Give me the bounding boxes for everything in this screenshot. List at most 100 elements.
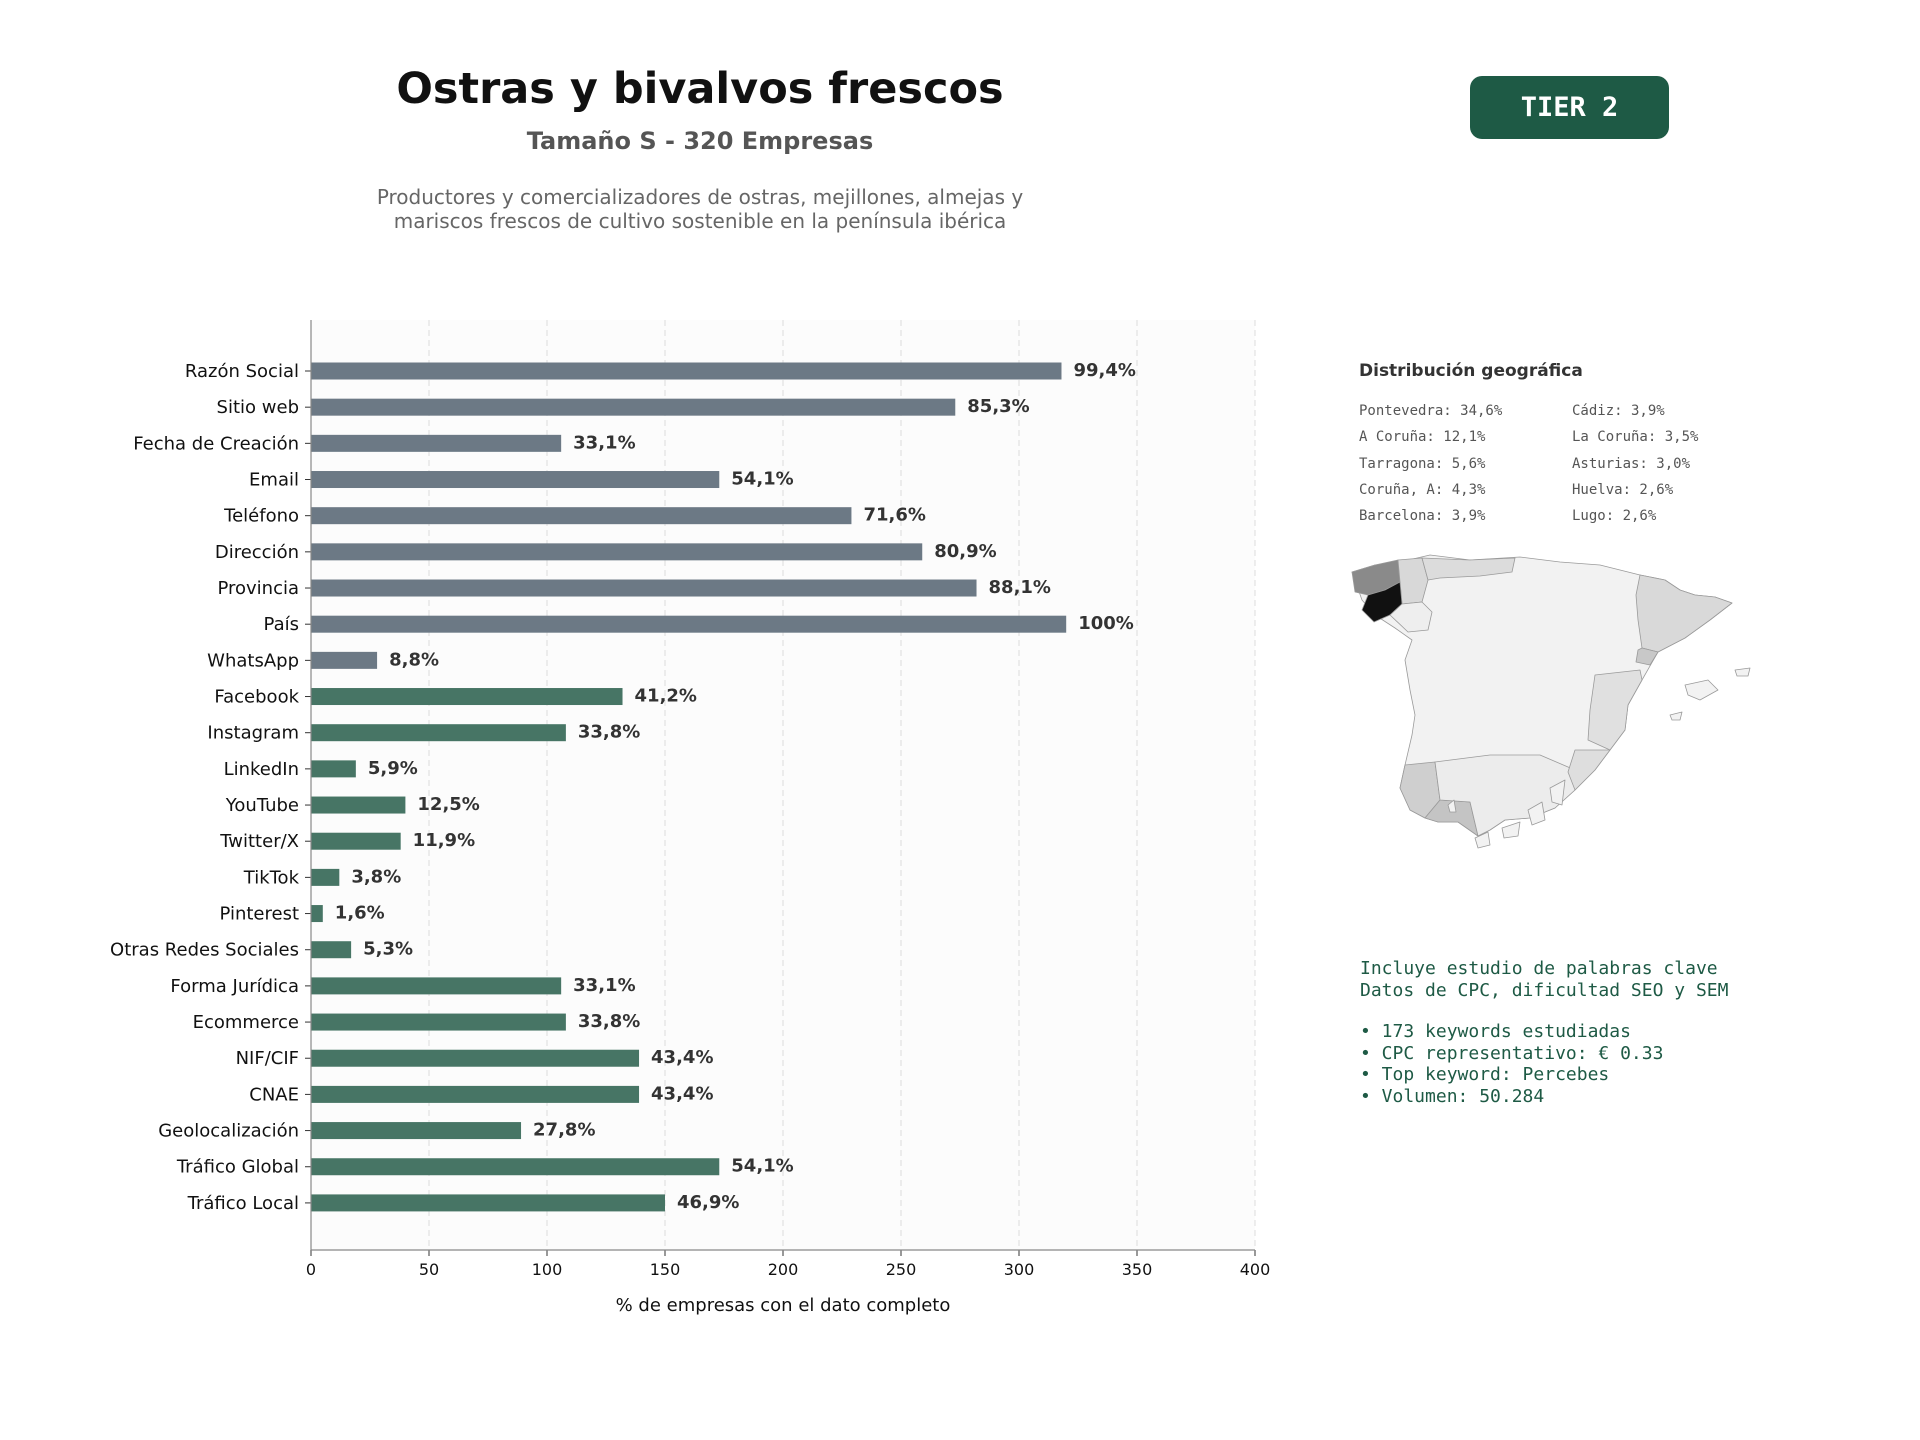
category-label: Sitio web (217, 397, 299, 418)
map-galicia-ourense (1389, 601, 1433, 633)
category-label: TikTok (243, 867, 300, 888)
map-catalonia (1635, 574, 1733, 653)
data-label: 54,1% (731, 1156, 793, 1177)
map-murcia (1567, 749, 1611, 791)
category-label: Fecha de Creación (133, 433, 299, 454)
data-label: 100% (1078, 613, 1134, 634)
data-label: 5,9% (368, 758, 418, 779)
geo-item: Huelva: 2,6% (1572, 481, 1674, 498)
category-label: NIF/CIF (236, 1048, 299, 1069)
data-label: 5,3% (363, 939, 413, 960)
x-tick-label: 50 (419, 1260, 439, 1279)
bar (311, 905, 323, 923)
data-label: 12,5% (417, 794, 479, 815)
data-label: 80,9% (934, 541, 996, 562)
category-label: Otras Redes Sociales (110, 940, 299, 961)
bar (311, 434, 562, 452)
category-label: Razón Social (185, 361, 299, 382)
category-label: Twitter/X (219, 831, 299, 852)
category-label: Tráfico Global (176, 1157, 299, 1178)
geo-distribution-title: Distribución geográfica (1359, 361, 1583, 381)
map-asturias (1421, 557, 1516, 581)
bar (311, 543, 923, 561)
geo-list-column-1: Pontevedra: 34,6% A Coruña: 12,1% Tarrag… (1359, 398, 1502, 529)
map-valencia (1587, 669, 1643, 751)
category-label: Tráfico Local (187, 1193, 299, 1214)
x-axis-title: % de empresas con el dato completo (616, 1295, 951, 1316)
data-label: 33,1% (573, 432, 635, 453)
bar (311, 688, 623, 706)
keywords-bullet: • 173 keywords estudiadas (1360, 1021, 1631, 1042)
data-label: 85,3% (967, 396, 1029, 417)
data-label: 46,9% (677, 1192, 739, 1213)
bar (311, 977, 562, 995)
data-label: 54,1% (731, 469, 793, 490)
data-label: 27,8% (533, 1120, 595, 1141)
tier-badge: TIER 2 (1470, 76, 1669, 139)
keywords-info: Incluye estudio de palabras clave Datos … (1360, 958, 1728, 1107)
data-label: 33,8% (578, 1011, 640, 1032)
x-tick-label: 350 (1122, 1260, 1153, 1279)
bar (311, 868, 340, 886)
geo-item: Tarragona: 5,6% (1359, 455, 1486, 472)
geo-item: Coruña, A: 4,3% (1359, 481, 1486, 498)
bar (311, 1158, 720, 1176)
completeness-bar-chart: 0 50 100 150 200 250 300 350 400 Razón Social 99,4… (110, 320, 1270, 1316)
category-label: Email (249, 470, 299, 491)
map-tarragona (1635, 647, 1659, 666)
category-label: Pinterest (219, 904, 299, 925)
category-label: WhatsApp (207, 650, 299, 671)
map-balearic-islands (1669, 667, 1751, 721)
page-subtitle: Tamaño S - 320 Empresas (526, 127, 874, 155)
bar (311, 724, 566, 742)
bar (311, 398, 956, 416)
geo-list-column-2: Cádiz: 3,9% La Coruña: 3,5% Asturias: 3,… (1572, 398, 1698, 529)
geo-item: A Coruña: 12,1% (1359, 429, 1486, 446)
bar (311, 1194, 665, 1212)
description-line: mariscos frescos de cultivo sostenible e… (393, 209, 1007, 233)
data-label: 99,4% (1073, 360, 1135, 381)
category-label: País (264, 614, 299, 635)
x-tick-label: 300 (1004, 1260, 1035, 1279)
bar (311, 471, 720, 489)
data-label: 43,4% (651, 1047, 713, 1068)
keywords-line: Datos de CPC, dificultad SEO y SEM (1360, 979, 1729, 1001)
geo-item: La Coruña: 3,5% (1572, 429, 1699, 446)
data-label: 43,4% (651, 1083, 713, 1104)
category-label: Ecommerce (193, 1012, 299, 1033)
bar (311, 760, 356, 778)
data-label: 1,6% (335, 903, 385, 924)
bar (311, 651, 378, 669)
x-tick-label: 150 (650, 1260, 681, 1279)
data-label: 71,6% (863, 505, 925, 526)
data-label: 33,8% (578, 722, 640, 743)
category-label: Geolocalización (158, 1121, 299, 1142)
data-label: 33,1% (573, 975, 635, 996)
x-tick-label: 100 (532, 1260, 563, 1279)
category-label: CNAE (249, 1084, 299, 1105)
data-label: 11,9% (413, 830, 475, 851)
x-tick-label: 250 (886, 1260, 917, 1279)
category-label: YouTube (225, 795, 299, 816)
keywords-line: Incluye estudio de palabras clave (1360, 958, 1718, 979)
bar (311, 362, 1062, 380)
keywords-bullet: • CPC representativo: € 0.33 (1360, 1042, 1664, 1064)
geo-item: Lugo: 2,6% (1572, 508, 1657, 525)
data-label: 41,2% (635, 686, 697, 707)
category-label: Instagram (207, 723, 299, 744)
x-tick-label: 200 (768, 1260, 799, 1279)
category-label: Forma Jurídica (170, 976, 299, 997)
geo-item: Cádiz: 3,9% (1572, 403, 1665, 419)
bar (311, 615, 1067, 633)
data-label: 3,8% (351, 866, 401, 887)
bar (311, 1122, 522, 1140)
category-label: Facebook (214, 687, 299, 708)
category-label: Dirección (215, 542, 299, 563)
bar (311, 579, 977, 597)
bar (311, 796, 406, 814)
bar (311, 1013, 566, 1031)
bar (311, 941, 352, 959)
geo-item: Pontevedra: 34,6% (1359, 403, 1503, 419)
page-description: Productores y comercializadores de ostra… (300, 185, 1100, 233)
geo-item: Barcelona: 3,9% (1359, 508, 1486, 525)
